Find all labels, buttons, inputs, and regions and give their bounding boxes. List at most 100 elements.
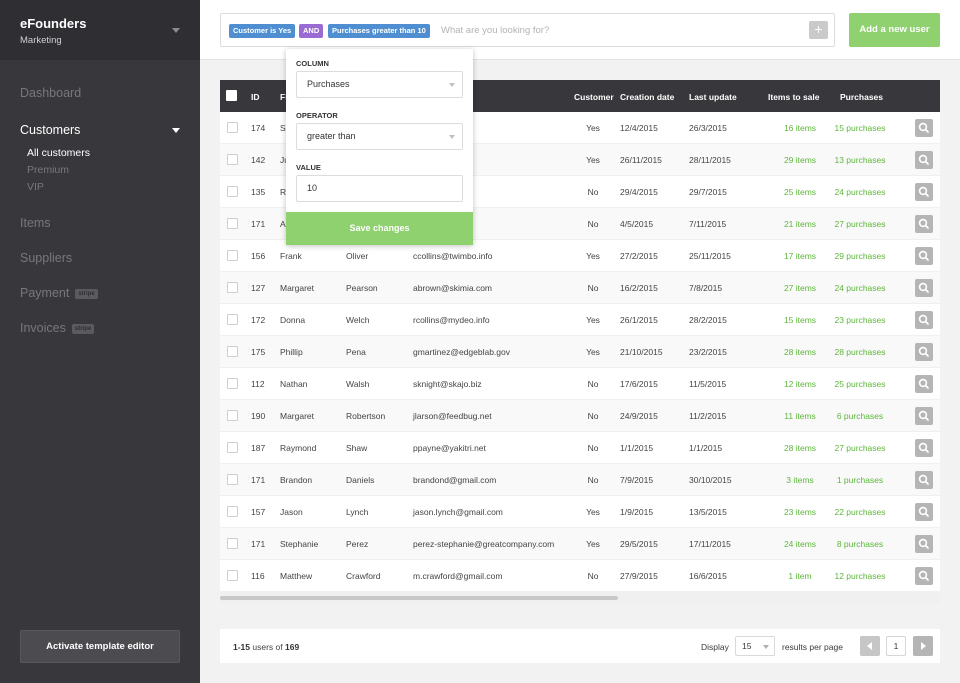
sidebar-item-items[interactable]: Items bbox=[20, 216, 51, 230]
cell-customer: No bbox=[587, 283, 599, 293]
operator-select[interactable]: greater than bbox=[296, 123, 463, 150]
sidebar-nav: Dashboard Customers All customers Premiu… bbox=[0, 60, 200, 346]
column-header-customer[interactable]: Customer bbox=[574, 92, 614, 102]
page-number-input[interactable]: 1 bbox=[886, 636, 906, 656]
cell-purchases: 28 purchases bbox=[834, 347, 886, 357]
save-changes-button[interactable]: Save changes bbox=[286, 212, 473, 245]
table-row[interactable]: 172 Donna Welch rcollins@mydeo.info Yes 26/1/… bbox=[220, 304, 940, 336]
row-checkbox[interactable] bbox=[227, 410, 238, 421]
column-header-creation-date[interactable]: Creation date bbox=[620, 92, 675, 102]
column-select[interactable]: Purchases bbox=[296, 71, 463, 98]
row-checkbox[interactable] bbox=[227, 346, 238, 357]
search-icon[interactable] bbox=[915, 343, 933, 361]
cell-last-update: 30/10/2015 bbox=[689, 475, 732, 485]
row-checkbox[interactable] bbox=[227, 538, 238, 549]
scrollbar-thumb[interactable] bbox=[220, 596, 618, 600]
table-row[interactable]: 187 Raymond Shaw ppayne@yakitri.net No 1/1/20… bbox=[220, 432, 940, 464]
search-icon[interactable] bbox=[915, 567, 933, 585]
cell-creation-date: 7/9/2015 bbox=[620, 475, 654, 485]
row-checkbox[interactable] bbox=[227, 218, 238, 229]
sidebar-item-suppliers[interactable]: Suppliers bbox=[20, 251, 73, 265]
search-input[interactable]: What are you looking for? bbox=[441, 25, 550, 36]
cell-email: abrown@skimia.com bbox=[413, 283, 493, 293]
search-filter-bar[interactable]: Customer is Yes AND Purchases greater th… bbox=[220, 13, 835, 47]
cell-customer: No bbox=[587, 475, 599, 485]
search-icon[interactable] bbox=[915, 279, 933, 297]
cell-purchases: 13 purchases bbox=[834, 155, 886, 165]
table-row[interactable]: 156 Frank Oliver ccollins@twimbo.info Yes 27/… bbox=[220, 240, 940, 272]
org-name: eFounders bbox=[20, 16, 87, 31]
table-row[interactable]: 116 Matthew Crawford m.crawford@gmail.com No… bbox=[220, 560, 940, 592]
filter-chip-customer[interactable]: Customer is Yes bbox=[229, 24, 296, 38]
cell-first-name: Sh bbox=[280, 123, 290, 133]
cell-purchases: 12 purchases bbox=[834, 571, 886, 581]
table-row[interactable]: 175 Phillip Pena gmartinez@edgeblab.gov Yes 2… bbox=[220, 336, 940, 368]
sidebar-item-customers[interactable]: Customers bbox=[0, 115, 200, 145]
cell-last-name: Oliver bbox=[346, 251, 369, 261]
search-icon[interactable] bbox=[915, 471, 933, 489]
search-icon[interactable] bbox=[915, 247, 933, 265]
search-icon[interactable] bbox=[915, 439, 933, 457]
sidebar-item-invoices[interactable]: Invoices stripe bbox=[0, 311, 200, 346]
table-row[interactable]: 171 Brandon Daniels brandond@gmail.com No 7/9… bbox=[220, 464, 940, 496]
cell-first-name: Ju bbox=[280, 155, 289, 165]
row-checkbox[interactable] bbox=[227, 378, 238, 389]
column-header-id[interactable]: ID bbox=[251, 92, 260, 102]
sidebar-subitem-all-customers[interactable]: All customers bbox=[27, 147, 91, 159]
previous-page-button[interactable] bbox=[860, 636, 880, 656]
chevron-down-icon[interactable] bbox=[172, 28, 180, 33]
activate-template-editor-button[interactable]: Activate template editor bbox=[20, 630, 180, 663]
search-icon[interactable] bbox=[915, 407, 933, 425]
search-icon[interactable] bbox=[915, 311, 933, 329]
row-checkbox[interactable] bbox=[227, 250, 238, 261]
search-icon[interactable] bbox=[915, 183, 933, 201]
table-row[interactable]: 112 Nathan Walsh sknight@skajo.biz No 17/6/20… bbox=[220, 368, 940, 400]
table-row[interactable]: 127 Margaret Pearson abrown@skimia.com No 16/… bbox=[220, 272, 940, 304]
column-header-first-name[interactable]: Fi bbox=[280, 92, 288, 102]
sidebar-item-payment[interactable]: Payment stripe bbox=[0, 276, 200, 311]
sidebar-item-dashboard[interactable]: Dashboard bbox=[20, 86, 82, 100]
add-user-button[interactable]: Add a new user bbox=[849, 13, 940, 47]
stripe-badge: stripe bbox=[75, 289, 98, 299]
row-checkbox[interactable] bbox=[227, 474, 238, 485]
filter-chip-and[interactable]: AND bbox=[299, 24, 324, 38]
sidebar-subitem-vip[interactable]: VIP bbox=[27, 181, 44, 193]
filter-chip-purchases[interactable]: Purchases greater than 10 bbox=[328, 24, 430, 38]
row-checkbox[interactable] bbox=[227, 282, 238, 293]
cell-customer: Yes bbox=[586, 539, 600, 549]
cell-last-update: 23/2/2015 bbox=[689, 347, 727, 357]
horizontal-scrollbar[interactable] bbox=[220, 592, 940, 604]
sidebar-subitem-premium[interactable]: Premium bbox=[27, 164, 70, 176]
column-header-purchases[interactable]: Purchases bbox=[840, 92, 883, 102]
select-all-checkbox[interactable] bbox=[226, 90, 237, 101]
column-header-last-update[interactable]: Last update bbox=[689, 92, 737, 102]
search-icon[interactable] bbox=[915, 503, 933, 521]
cell-purchases: 1 purchases bbox=[836, 475, 884, 485]
search-icon[interactable] bbox=[915, 215, 933, 233]
row-checkbox[interactable] bbox=[227, 442, 238, 453]
next-page-button[interactable] bbox=[913, 636, 933, 656]
value-input[interactable]: 10 bbox=[296, 175, 463, 202]
cell-id: 172 bbox=[251, 315, 266, 325]
row-checkbox[interactable] bbox=[227, 122, 238, 133]
results-range: 1-15 bbox=[233, 642, 251, 652]
table-row[interactable]: 190 Margaret Robertson jlarson@feedbug.net N… bbox=[220, 400, 940, 432]
table-row[interactable]: 171 Stephanie Perez perez-stephanie@greatco… bbox=[220, 528, 940, 560]
search-icon[interactable] bbox=[915, 375, 933, 393]
row-checkbox[interactable] bbox=[227, 506, 238, 517]
per-page-select[interactable]: 15 bbox=[735, 636, 775, 656]
table-row[interactable]: 157 Jason Lynch jason.lynch@gmail.com Yes 1/9… bbox=[220, 496, 940, 528]
search-icon[interactable] bbox=[915, 535, 933, 553]
row-checkbox[interactable] bbox=[227, 570, 238, 581]
cell-customer: No bbox=[587, 443, 599, 453]
column-header-items-to-sale[interactable]: Items to sale bbox=[768, 92, 820, 102]
plus-icon[interactable]: + bbox=[809, 21, 828, 39]
row-checkbox[interactable] bbox=[227, 314, 238, 325]
search-icon[interactable] bbox=[915, 119, 933, 137]
row-checkbox[interactable] bbox=[227, 186, 238, 197]
row-checkbox[interactable] bbox=[227, 154, 238, 165]
workspace-switcher[interactable]: eFounders Marketing bbox=[0, 0, 200, 60]
sidebar-item-label: Payment bbox=[20, 286, 70, 300]
results-count: 1-15 users of 169 bbox=[233, 642, 299, 652]
search-icon[interactable] bbox=[915, 151, 933, 169]
